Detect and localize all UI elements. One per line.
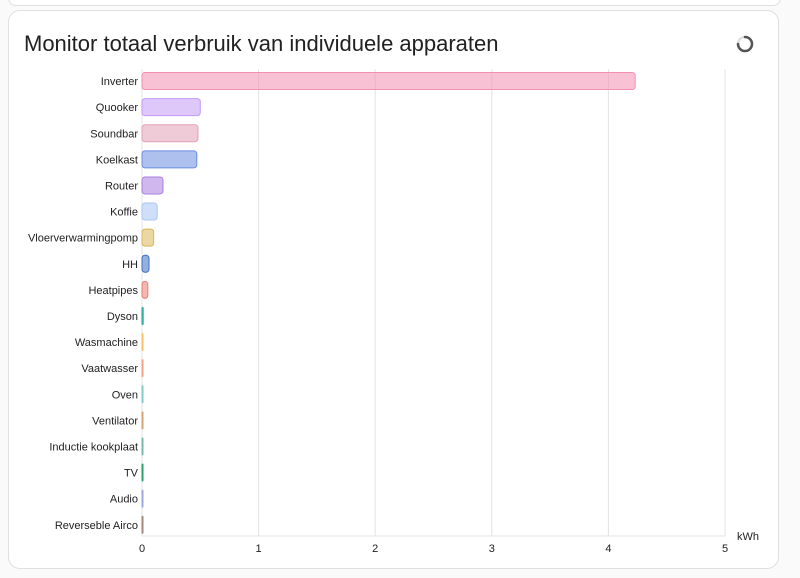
bar — [141, 124, 199, 143]
bar — [141, 515, 144, 534]
bar — [141, 98, 201, 117]
category-label: HH — [122, 259, 138, 271]
category-label: Quooker — [96, 102, 139, 114]
category-label: Vloerverwarmingpomp — [28, 233, 138, 245]
category-label: Koffie — [110, 207, 138, 219]
category-label: Dyson — [107, 311, 138, 323]
bar — [141, 463, 144, 482]
x-tick-label: 1 — [256, 543, 262, 555]
bar — [141, 385, 144, 404]
bar — [141, 176, 164, 195]
bar — [141, 306, 144, 325]
category-label: Inductie kookplaat — [49, 441, 138, 453]
category-label: Router — [105, 180, 138, 192]
bar — [141, 359, 144, 378]
category-label: Koelkast — [96, 154, 138, 166]
x-tick-label: 3 — [489, 543, 495, 555]
loading-spinner-icon[interactable] — [735, 34, 755, 54]
category-label: Vaatwasser — [81, 363, 138, 375]
bar — [141, 72, 636, 91]
category-label: Audio — [110, 494, 138, 506]
bar — [141, 280, 149, 299]
x-tick-label: 5 — [722, 543, 728, 555]
category-label: Inverter — [101, 76, 139, 88]
category-label: Ventilator — [92, 415, 138, 427]
bar — [141, 437, 144, 456]
bar — [141, 411, 144, 430]
bar — [141, 254, 150, 273]
bar — [141, 150, 198, 169]
x-tick-label: 2 — [372, 543, 378, 555]
category-label: Heatpipes — [88, 285, 138, 297]
x-unit-label: kWh — [737, 531, 759, 543]
chart-card: Monitor totaal verbruik van individuele … — [8, 10, 779, 569]
bar — [141, 489, 144, 508]
category-label: TV — [124, 468, 139, 480]
category-label: Oven — [112, 389, 138, 401]
x-tick-label: 4 — [605, 543, 611, 555]
bar — [141, 228, 155, 247]
bar — [141, 333, 144, 352]
category-label: Soundbar — [90, 128, 138, 140]
category-label: Reverseble Airco — [55, 520, 138, 532]
x-tick-label: 0 — [139, 543, 145, 555]
card-title: Monitor totaal verbruik van individuele … — [24, 31, 499, 56]
category-label: Wasmachine — [75, 337, 138, 349]
bar — [141, 202, 158, 221]
